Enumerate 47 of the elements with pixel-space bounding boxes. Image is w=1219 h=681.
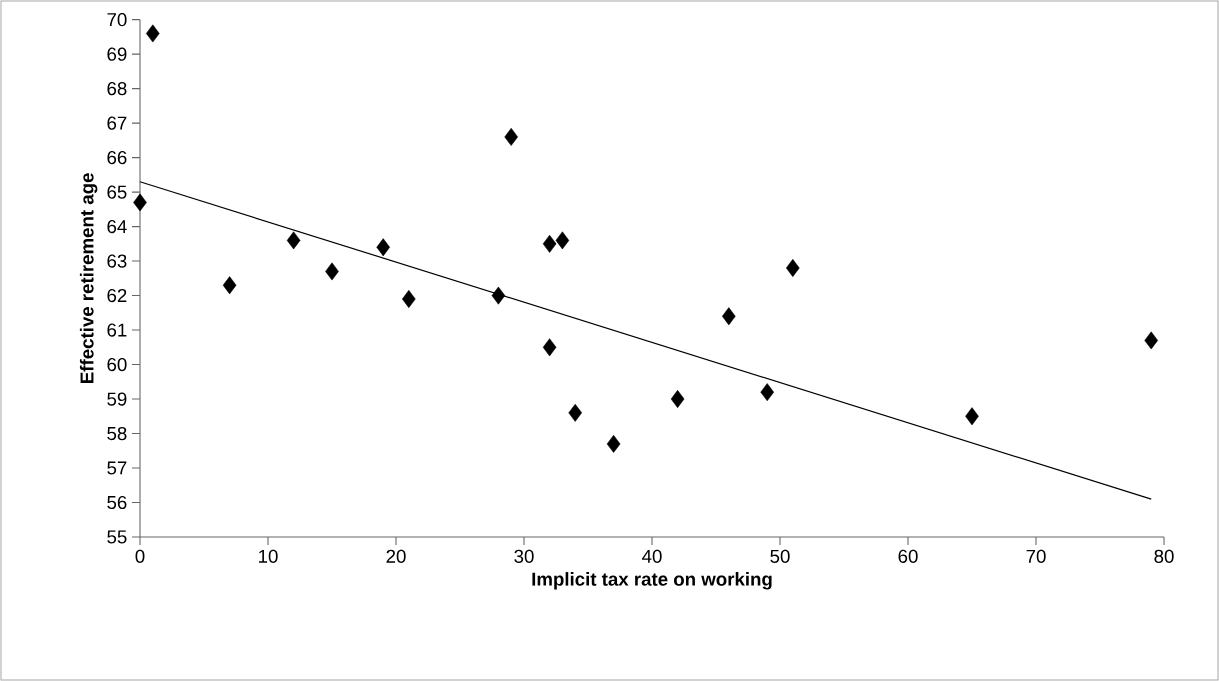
x-tick-label: 30 bbox=[514, 549, 534, 563]
y-tick-label: 55 bbox=[107, 530, 127, 544]
point bbox=[542, 338, 557, 357]
point bbox=[222, 276, 237, 295]
y-tick-label: 63 bbox=[107, 254, 127, 268]
point bbox=[722, 307, 736, 326]
point bbox=[146, 24, 160, 43]
point bbox=[568, 403, 582, 422]
x-tick-label: 20 bbox=[386, 549, 406, 563]
y-tick-label: 68 bbox=[107, 82, 127, 96]
point bbox=[504, 127, 518, 146]
x-tick-label: 0 bbox=[135, 549, 145, 563]
y-tick-label: 61 bbox=[107, 323, 127, 337]
x-tick-label: 40 bbox=[642, 549, 662, 563]
y-axis-title: Effective retirement age bbox=[79, 173, 98, 383]
point bbox=[325, 262, 339, 281]
y-tick-label: 60 bbox=[107, 357, 127, 372]
y-tick-label: 67 bbox=[107, 116, 127, 130]
y-tick-label: 69 bbox=[107, 47, 127, 61]
x-axis-title: Implicit tax rate on working bbox=[532, 572, 772, 590]
y-tick-label: 62 bbox=[107, 288, 127, 303]
point bbox=[402, 290, 416, 308]
point bbox=[760, 383, 774, 402]
point bbox=[606, 434, 621, 453]
y-tick-label: 64 bbox=[107, 219, 127, 234]
x-tick-label: 80 bbox=[1154, 549, 1174, 563]
point bbox=[786, 259, 800, 277]
y-tick-label: 59 bbox=[107, 392, 127, 406]
x-tick-label: 50 bbox=[770, 549, 790, 563]
x-tick-label: 10 bbox=[259, 549, 278, 563]
y-tick-label: 58 bbox=[107, 426, 127, 441]
point bbox=[555, 231, 570, 250]
point bbox=[286, 231, 301, 250]
point bbox=[491, 286, 506, 305]
y-tick-label: 70 bbox=[107, 13, 127, 27]
point bbox=[965, 407, 979, 426]
point bbox=[670, 390, 685, 408]
x-tick-label: 60 bbox=[898, 549, 918, 563]
point bbox=[376, 238, 390, 257]
y-tick-label: 56 bbox=[107, 495, 127, 510]
point bbox=[133, 193, 147, 212]
x-tick-label: 70 bbox=[1026, 549, 1046, 563]
y-tick-label: 57 bbox=[107, 461, 127, 475]
y-tick-label: 66 bbox=[107, 150, 127, 165]
y-tick-label: 65 bbox=[107, 185, 127, 199]
point bbox=[1144, 331, 1158, 350]
point bbox=[542, 234, 557, 253]
